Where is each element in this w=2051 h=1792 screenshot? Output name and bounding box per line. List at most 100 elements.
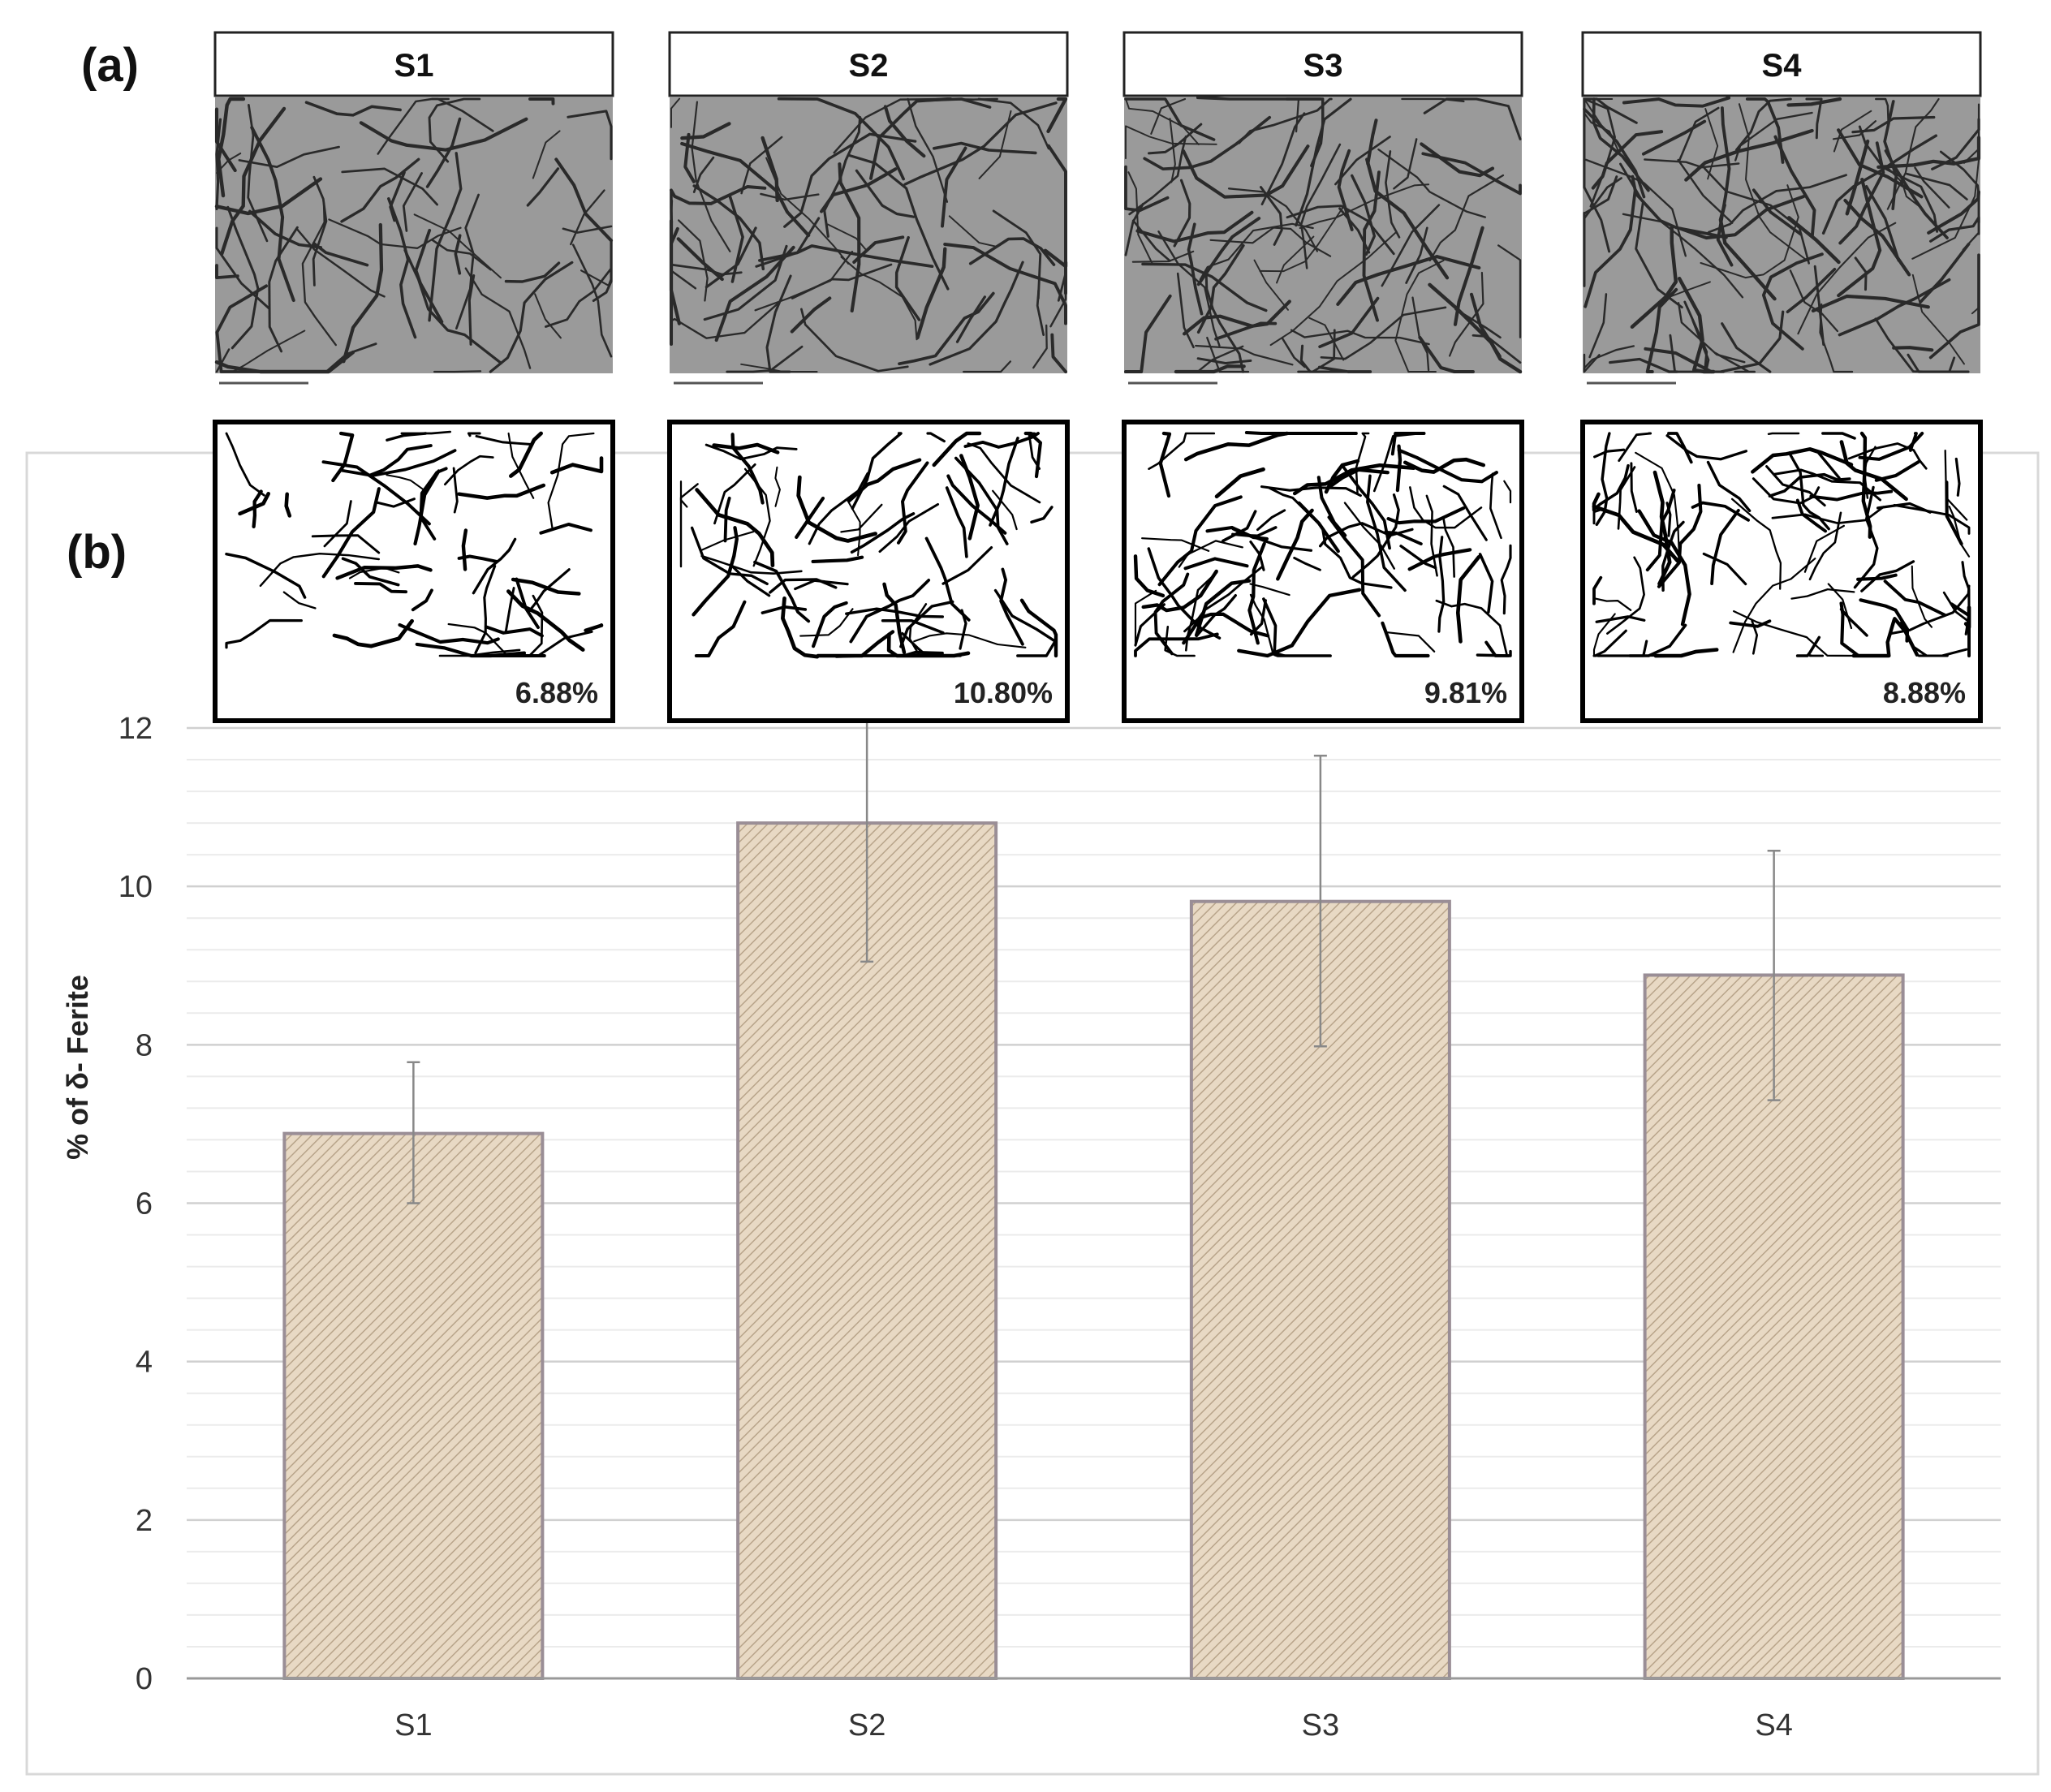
microstructure-line (777, 97, 905, 181)
microstructure-line (740, 136, 783, 195)
microstructure-line (1299, 143, 1342, 269)
microstructure-line (1295, 97, 1352, 227)
microstructure-line (753, 560, 811, 623)
microstructure-line (816, 630, 895, 658)
microstructure-line (1657, 483, 1703, 588)
microstructure-line (592, 238, 613, 303)
microstructure-line (1838, 141, 1885, 245)
sample-panel-s1: S1 6.88% (213, 31, 615, 723)
microstructure-line (1787, 451, 1830, 531)
microstructure-line (268, 226, 299, 353)
microstructure-line (296, 228, 386, 298)
microstructure-line (301, 200, 337, 347)
microstructure-line (1874, 317, 1930, 373)
microstructure-line (1268, 486, 1314, 519)
microstructure-line (484, 625, 544, 638)
microstructure-line (1790, 588, 1855, 600)
microstructure-line (765, 274, 792, 373)
sample-header-label: S2 (849, 48, 889, 84)
sample-header-label: S4 (1762, 48, 1803, 84)
microstructure-line (1752, 477, 1820, 505)
microstructure-line (1885, 166, 1920, 208)
microstructure-line (1789, 269, 1839, 333)
microstructure-line (790, 296, 832, 334)
microstructure-line (386, 432, 428, 442)
sem-texture (214, 97, 614, 374)
microstructure-line (1260, 186, 1283, 246)
microstructure-line (1808, 511, 1842, 581)
microstructure-line (1874, 460, 1920, 482)
microstructure-line (549, 456, 604, 475)
y-tick-label: 12 (118, 712, 153, 746)
sample-header-box (1581, 31, 1982, 97)
microstructure-line (1892, 346, 1934, 352)
microstructure-line (1405, 226, 1428, 284)
microstructure-line (474, 564, 497, 654)
microstructure-line (963, 360, 1012, 373)
sample-header-box (1122, 31, 1523, 97)
microstructure-line (509, 431, 543, 478)
microstructure-line (692, 184, 765, 271)
microstructure-line (1962, 191, 1980, 251)
microstructure-line (457, 483, 546, 500)
microstructure-line (1593, 448, 1626, 459)
microstructure-line (847, 153, 950, 291)
microstructure-line (855, 169, 916, 218)
microstructure-line (1125, 125, 1217, 160)
microstructure-line (1767, 432, 1800, 436)
microstructure-line (331, 431, 355, 483)
microstructure-line (913, 632, 1027, 648)
microstructure-line (1128, 136, 1187, 216)
microstructure-line (1665, 434, 1748, 461)
microstructure-line (389, 170, 406, 222)
microstructure-line (1714, 351, 1756, 373)
microstructure-line (1442, 518, 1455, 578)
microstructure-line (1583, 97, 1611, 253)
microstructure-line (1745, 97, 1785, 164)
sem-texture (669, 97, 1068, 373)
microstructure-line (670, 185, 767, 205)
microstructure-line (1381, 621, 1430, 658)
microstructure-line (1428, 174, 1505, 262)
microstructure-line (1455, 554, 1481, 644)
microstructure-line (1292, 463, 1416, 496)
microstructure-line (1183, 431, 1290, 462)
microstructure-line (1183, 557, 1249, 571)
microstructure-line (1914, 166, 1950, 209)
microstructure-line (1683, 300, 1708, 373)
microstructure-line (248, 209, 323, 249)
microstructure-line (1195, 594, 1237, 638)
microstructure-line (1858, 125, 1939, 233)
microstructure-line (1854, 256, 1868, 291)
microstructure-line (811, 555, 864, 563)
microstructure-line (1124, 97, 1216, 141)
binary-texture (1592, 431, 1971, 658)
microstructure-line (1735, 97, 1792, 152)
microstructure-line (1046, 97, 1068, 134)
microstructure-line (1124, 294, 1172, 373)
microstructure-line (461, 528, 468, 571)
microstructure-line (680, 122, 731, 140)
microstructure-line (1308, 317, 1345, 361)
microstructure-line (1884, 149, 1949, 239)
microstructure-line (1716, 106, 1734, 267)
microstructure-line (1859, 431, 1872, 539)
microstructure-line (1768, 472, 1851, 498)
microstructure-line (1859, 598, 1910, 643)
microstructure-line (475, 434, 532, 446)
microstructure-line (783, 132, 917, 228)
microstructure-line (1622, 96, 1731, 108)
microstructure-line (794, 579, 849, 591)
microstructure-line (1883, 579, 1947, 617)
microstructure-line (304, 101, 402, 117)
microstructure-line (1634, 192, 1728, 239)
microstructure-line (547, 432, 595, 529)
microstructure-line (704, 443, 798, 461)
sample-header-label: S1 (394, 48, 434, 84)
microstructure-line (1174, 364, 1246, 374)
microstructure-line (1141, 262, 1268, 312)
microstructure-line (1729, 619, 1772, 628)
microstructure-line (726, 345, 804, 373)
microstructure-line (1253, 259, 1289, 311)
microstructure-line (528, 594, 544, 657)
